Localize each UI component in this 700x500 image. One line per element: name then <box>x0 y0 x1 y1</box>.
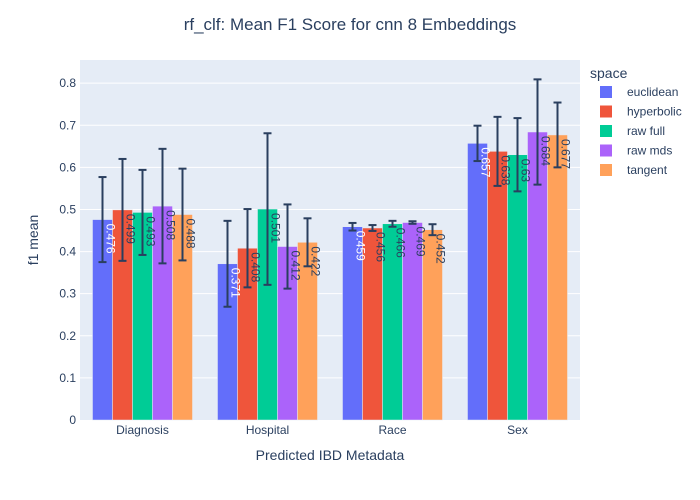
bar-value-label: 0.371 <box>229 268 243 298</box>
chart-title: rf_clf: Mean F1 Score for cnn 8 Embeddin… <box>184 15 517 34</box>
bar-value-label: 0.469 <box>414 227 428 257</box>
bar-value-label: 0.501 <box>269 213 283 243</box>
bar-labels: 0.476 0.499 0.493 0.508 0.488 0.371 0.408 0.501… <box>104 136 573 298</box>
x-tick-label: Sex <box>507 423 528 437</box>
bar-value-label: 0.684 <box>539 136 553 166</box>
bar-value-label: 0.459 <box>354 231 368 261</box>
legend-item-euclidean: euclidean <box>627 85 678 99</box>
x-tick-label: Race <box>378 423 406 437</box>
bar-value-label: 0.476 <box>104 224 118 254</box>
y-axis-ticks: 0 0.1 0.2 0.3 0.4 0.5 0.6 0.7 0.8 <box>59 76 76 427</box>
bar-value-label: 0.488 <box>184 219 198 249</box>
y-tick-label: 0.6 <box>59 160 76 174</box>
bar-value-label: 0.456 <box>374 232 388 262</box>
legend-item-hyperbolic: hyperbolic <box>627 105 682 119</box>
y-tick-label: 0.2 <box>59 329 76 343</box>
legend-item-raw-mds: raw mds <box>627 144 672 158</box>
y-tick-label: 0.8 <box>59 76 76 90</box>
bar-value-label: 0.638 <box>499 155 513 185</box>
bar-value-label: 0.508 <box>164 210 178 240</box>
bar-value-label: 0.422 <box>309 246 323 276</box>
legend-item-raw-full: raw full <box>627 124 665 138</box>
legend-swatch <box>600 125 612 137</box>
legend-swatch <box>600 164 612 176</box>
legend: space euclidean hyperbolic raw full raw mds… <box>590 65 682 177</box>
bar-tangent-sex <box>547 134 568 421</box>
x-axis-ticks: Diagnosis Hospital Race Sex <box>116 423 528 437</box>
legend-item-tangent: tangent <box>627 163 668 177</box>
y-axis-title: f1 mean <box>25 215 41 266</box>
y-tick-label: 0 <box>69 413 76 427</box>
bar-value-label: 0.493 <box>144 216 158 246</box>
legend-swatch <box>600 105 612 118</box>
bar-value-label: 0.657 <box>479 147 493 177</box>
bar-value-label: 0.412 <box>289 251 303 281</box>
x-axis-title: Predicted IBD Metadata <box>256 447 405 463</box>
legend-swatch <box>600 86 612 98</box>
bars <box>92 131 568 421</box>
bar-euclidean-sex <box>467 143 488 421</box>
bar-value-label: 0.452 <box>434 234 448 264</box>
y-tick-label: 0.1 <box>59 371 76 385</box>
y-tick-label: 0.7 <box>59 118 76 132</box>
bar-value-label: 0.408 <box>249 252 263 282</box>
bar-value-label: 0.466 <box>394 228 408 258</box>
legend-title: space <box>590 65 628 81</box>
bar-value-label: 0.677 <box>559 139 573 169</box>
y-tick-label: 0.4 <box>59 245 76 259</box>
bar-value-label: 0.63 <box>519 159 533 183</box>
bar-raw-full-sex <box>507 154 528 421</box>
y-tick-label: 0.5 <box>59 202 76 216</box>
x-tick-label: Hospital <box>246 423 289 437</box>
error-bars <box>98 78 562 308</box>
x-tick-label: Diagnosis <box>116 423 169 437</box>
legend-swatch <box>600 144 612 157</box>
bar-value-label: 0.499 <box>124 214 138 244</box>
bar-hyperbolic-sex <box>487 151 508 421</box>
y-tick-label: 0.3 <box>59 287 76 301</box>
